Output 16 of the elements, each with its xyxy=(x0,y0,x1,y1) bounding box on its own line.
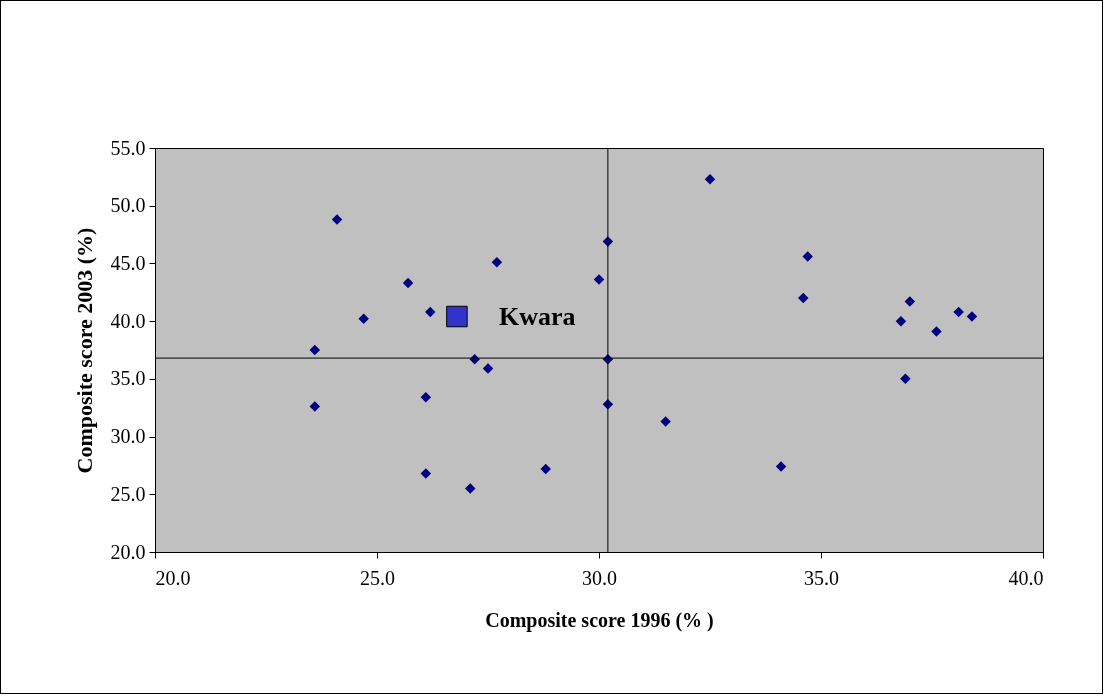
y-tick-label: 40.0 xyxy=(110,309,146,332)
y-tick-label: 55.0 xyxy=(110,136,146,159)
x-tick-label: 20.0 xyxy=(155,566,191,589)
y-tick-label: 25.0 xyxy=(110,482,146,505)
x-tick-label: 35.0 xyxy=(804,566,839,589)
y-tick-label: 50.0 xyxy=(110,194,146,217)
y-tick-label: 45.0 xyxy=(110,251,146,274)
x-axis-title: Composite score 1996 (% ) xyxy=(485,608,714,632)
y-tick-label: 35.0 xyxy=(110,367,146,390)
x-tick-label: 30.0 xyxy=(582,566,617,589)
annotation: Kwara xyxy=(498,301,576,331)
y-tick-label: 20.0 xyxy=(110,540,146,563)
y-axis-title: Composite score 2003 (%) xyxy=(71,227,97,474)
x-tick-label: 25.0 xyxy=(360,566,395,589)
y-tick-label: 30.0 xyxy=(110,425,146,448)
x-tick-label: 40.0 xyxy=(1008,566,1044,589)
